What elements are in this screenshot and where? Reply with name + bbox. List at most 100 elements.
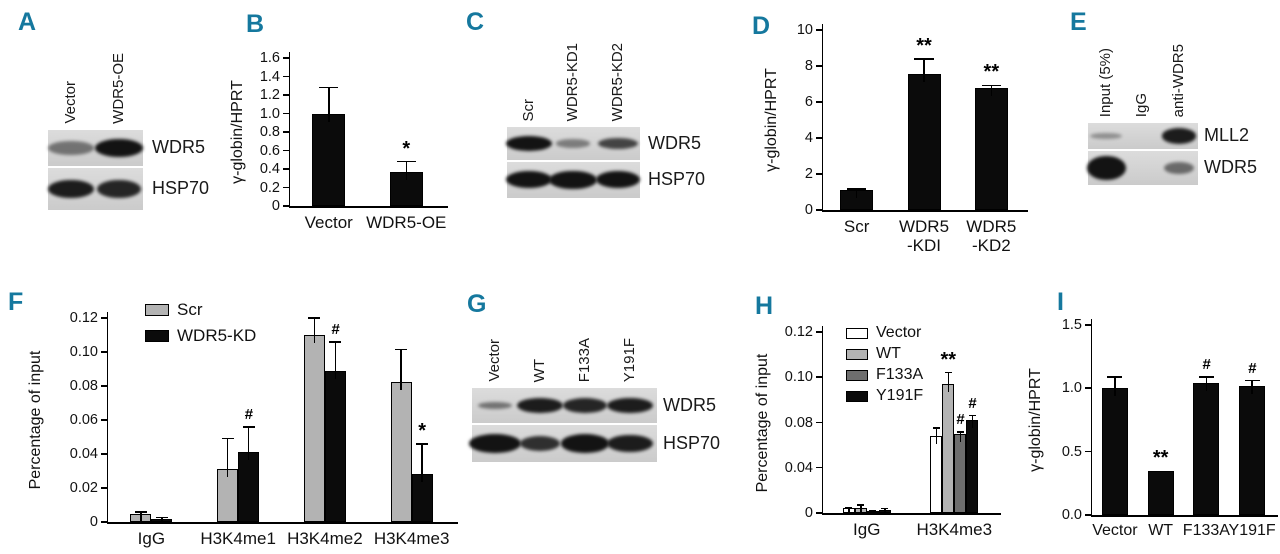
y-tick [100, 521, 107, 523]
error-whisker [872, 510, 874, 513]
blot-band [1164, 161, 1194, 175]
x-category-label: H3K4me3 [373, 529, 450, 548]
x-category-label: WDR5 -KD2 [966, 217, 1017, 256]
y-tick-label: 0 [804, 202, 813, 218]
y-tick-label: 0.5 [1061, 443, 1082, 460]
error-cap [1244, 379, 1260, 382]
x-category-label: Vector [1092, 522, 1138, 539]
legend-swatch [145, 330, 169, 342]
error-whisker [935, 428, 937, 445]
y-tick [100, 487, 107, 489]
lane-label: Input (5%) [1097, 47, 1114, 117]
error-whisker [884, 508, 886, 513]
y-tick-label: 0.10 [784, 369, 813, 386]
blot-band [606, 434, 654, 453]
y-tick-label: 0.04 [69, 446, 98, 462]
blot-band [606, 397, 654, 414]
blot-band [506, 171, 552, 189]
y-tick-label: 0.10 [69, 344, 98, 360]
x-category-label: WDR5 -KDI [898, 217, 950, 256]
legend-label: WDR5-KD [177, 326, 257, 345]
y-tick-label: 1.4 [259, 68, 280, 85]
y-tick-label: 4 [804, 130, 813, 146]
significance-marker: # [331, 320, 340, 338]
legend-label: Vector [876, 324, 922, 341]
y-tick-label: 1.2 [259, 87, 280, 103]
y-axis [821, 326, 823, 515]
error-cap [416, 443, 429, 445]
significance-marker: ** [940, 348, 957, 371]
error-cap [221, 437, 234, 440]
blot-band [48, 141, 94, 155]
error-cap [395, 348, 408, 351]
y-tick [1084, 324, 1091, 326]
blot-band [520, 436, 560, 451]
legend-swatch [846, 369, 868, 381]
bar [1147, 470, 1174, 515]
legend-label: Y191F [876, 387, 924, 404]
bar [907, 74, 941, 210]
lane-label: WDR5-KD1 [564, 42, 581, 121]
significance-marker: * [402, 137, 411, 160]
legend-label: WT [876, 345, 901, 362]
y-tick [100, 317, 107, 319]
lane-label: WT [531, 358, 548, 382]
band-row-label: MLL2 [1204, 125, 1250, 145]
legend-swatch [846, 390, 868, 402]
y-tick-label: 0.12 [784, 324, 813, 340]
bar [1101, 388, 1128, 515]
x-category-label: Scr [843, 217, 870, 236]
y-tick-label: 1.0 [259, 105, 280, 122]
y-axis-label: γ-globin/HPRT [1027, 368, 1044, 472]
y-tick [1084, 387, 1091, 389]
significance-marker: ** [983, 61, 1000, 84]
x-axis [821, 210, 1028, 212]
band-row-label: WDR5 [152, 137, 205, 157]
y-tick [282, 205, 289, 207]
y-tick-label: 0.12 [69, 310, 98, 326]
error-cap [944, 371, 952, 374]
y-tick [815, 512, 822, 514]
error-whisker [860, 505, 862, 513]
y-tick [815, 466, 822, 469]
lane-label: WDR5-OE [110, 53, 127, 124]
band-row-label: WDR5 [1204, 157, 1257, 177]
error-cap [308, 317, 321, 319]
y-tick-label: 0.8 [259, 124, 280, 140]
legend-swatch [846, 348, 868, 360]
y-tick [1084, 514, 1091, 516]
error-cap [914, 58, 934, 60]
error-cap [932, 427, 940, 429]
bar [390, 381, 412, 522]
panel-h-letter: H [755, 292, 774, 320]
error-whisker [971, 415, 973, 429]
y-tick [815, 101, 822, 103]
blot-band [1161, 128, 1197, 144]
blot-band [598, 137, 638, 150]
y-axis-label: Percentage of input [27, 350, 44, 490]
error-cap [981, 84, 1001, 87]
y-axis [288, 52, 290, 208]
bar [238, 452, 260, 522]
blot-band [48, 180, 94, 198]
significance-marker: * [418, 419, 427, 442]
blot-band [516, 398, 564, 413]
band-row-label: WDR5 [663, 394, 716, 415]
legend-item: Vector [846, 324, 923, 342]
y-tick-label: 1.6 [259, 50, 280, 66]
legend-label: F133A [876, 366, 924, 383]
y-tick [100, 419, 107, 421]
y-tick-label: 0.6 [259, 142, 280, 159]
significance-marker: ** [1152, 446, 1169, 469]
y-tick-label: 1.5 [1061, 317, 1082, 333]
lane-label: F133A [576, 337, 593, 382]
bar [1193, 383, 1220, 515]
y-tick [815, 421, 822, 423]
y-tick [100, 351, 107, 353]
y-tick-label: 6 [804, 94, 813, 110]
x-category-label: IgG [137, 529, 166, 548]
significance-marker: # [1247, 359, 1257, 377]
bar [942, 384, 955, 513]
y-axis-label: Percentage of input [754, 353, 771, 492]
